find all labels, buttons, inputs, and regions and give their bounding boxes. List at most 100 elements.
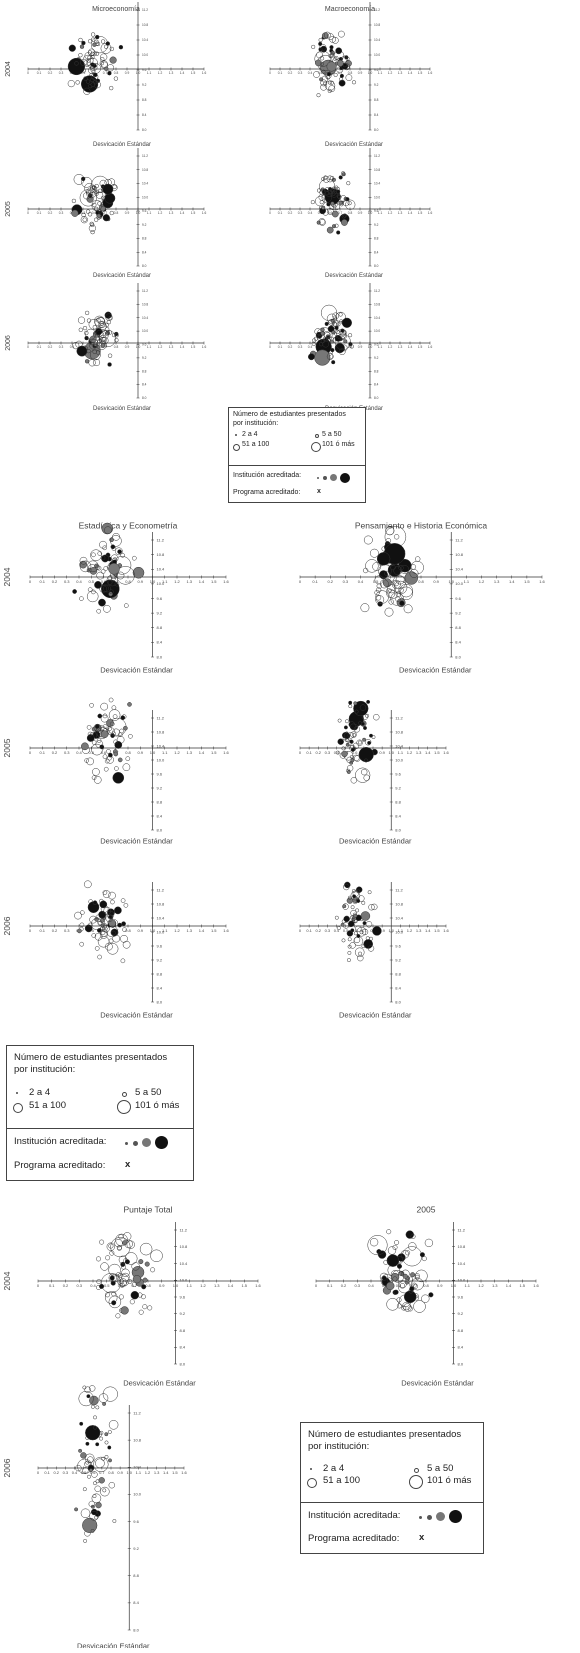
x-tick-label: 1.6 bbox=[223, 579, 229, 584]
data-point bbox=[90, 63, 98, 71]
data-point bbox=[328, 318, 336, 326]
data-point bbox=[89, 702, 94, 708]
panel-title: Puntaje Total bbox=[124, 1205, 173, 1215]
x-tick-label: 1.5 bbox=[418, 71, 423, 75]
y-tick-label: 9.2 bbox=[142, 223, 147, 227]
y-tick-label: 8.8 bbox=[142, 369, 147, 373]
data-point bbox=[93, 1481, 97, 1486]
data-point bbox=[108, 709, 121, 721]
data-point bbox=[121, 1272, 130, 1282]
data-point bbox=[84, 310, 90, 316]
legend-size-3: 51 a 100 bbox=[29, 1100, 66, 1111]
data-point bbox=[100, 569, 106, 574]
year-label: 2004 bbox=[2, 1271, 12, 1290]
data-point bbox=[82, 54, 94, 66]
data-point bbox=[421, 1294, 430, 1303]
x-tick-label: 1.2 bbox=[407, 928, 413, 933]
data-point bbox=[349, 739, 354, 744]
data-point bbox=[107, 362, 112, 367]
data-point bbox=[90, 32, 96, 37]
x-axis-label: Desvicación Estándar bbox=[325, 273, 383, 279]
x-tick-label: 0.4 bbox=[308, 345, 313, 349]
legend-box-2: Número de estudiantes presentados por in… bbox=[6, 1045, 194, 1181]
data-point bbox=[386, 1277, 392, 1283]
data-point bbox=[79, 941, 85, 947]
x-tick-label: 1.2 bbox=[158, 71, 163, 75]
data-point bbox=[90, 918, 103, 930]
data-point bbox=[99, 1436, 104, 1441]
data-point bbox=[93, 343, 98, 349]
data-point bbox=[78, 1448, 83, 1453]
data-point bbox=[368, 904, 375, 911]
data-point bbox=[360, 603, 370, 613]
legend-box-3: Número de estudiantes presentados por in… bbox=[300, 1422, 484, 1554]
data-point bbox=[100, 343, 106, 348]
y-tick-label: 8.4 bbox=[142, 113, 147, 117]
x-tick-label: 0.8 bbox=[145, 1283, 151, 1288]
x-tick-label: 0.1 bbox=[37, 211, 42, 215]
y-tick-label: 10.4 bbox=[374, 316, 380, 320]
x-tick-label: 0.2 bbox=[288, 345, 293, 349]
data-point bbox=[321, 69, 326, 74]
data-point bbox=[110, 1237, 131, 1258]
data-point bbox=[93, 776, 102, 784]
data-point bbox=[365, 921, 373, 928]
data-point bbox=[112, 1519, 117, 1523]
data-point bbox=[79, 910, 85, 915]
x-axis-label: Desvicación Estándar bbox=[123, 1379, 196, 1388]
legend-size-2: 5 a 50 bbox=[135, 1087, 162, 1098]
data-point bbox=[348, 700, 353, 705]
data-point bbox=[332, 312, 339, 320]
y-tick-label: 10.4 bbox=[455, 567, 464, 572]
x-tick-label: 1.1 bbox=[378, 211, 383, 215]
y-tick-label: 9.2 bbox=[157, 610, 163, 615]
data-point bbox=[95, 1442, 100, 1447]
x-tick-label: 0.2 bbox=[48, 71, 53, 75]
marker-size-3-icon bbox=[307, 1478, 317, 1488]
data-point bbox=[330, 201, 335, 206]
x-tick-label: 1.1 bbox=[378, 345, 383, 349]
data-point bbox=[86, 1394, 91, 1399]
legend-accredited-institution: Institución acreditada: bbox=[14, 1136, 107, 1147]
x-tick-label: 1.4 bbox=[199, 579, 205, 584]
data-point bbox=[113, 751, 119, 757]
x-tick-label: 1.5 bbox=[434, 750, 440, 755]
data-point bbox=[127, 1279, 133, 1284]
data-point bbox=[393, 566, 403, 576]
data-point bbox=[386, 588, 392, 594]
y-tick-label: 8.4 bbox=[455, 640, 461, 645]
data-point bbox=[415, 556, 421, 562]
x-tick-label: 0.8 bbox=[348, 71, 353, 75]
y-tick-label: 8.0 bbox=[142, 396, 147, 400]
data-point bbox=[100, 1262, 109, 1271]
y-tick-label: 10.8 bbox=[133, 1437, 142, 1442]
data-point bbox=[94, 932, 103, 941]
x-tick-label: 0.7 bbox=[99, 1470, 105, 1475]
y-tick-label: 10.0 bbox=[142, 329, 148, 333]
data-point bbox=[410, 560, 424, 575]
accredited-marker-4-icon bbox=[449, 1510, 462, 1523]
y-tick-label: 8.4 bbox=[374, 383, 379, 387]
data-point bbox=[126, 1240, 135, 1249]
x-axis-label: Desvicación Estándar bbox=[93, 273, 151, 279]
year-label: 2006 bbox=[2, 916, 12, 935]
x-tick-label: 1.3 bbox=[186, 928, 192, 933]
x-tick-label: 0.3 bbox=[298, 71, 303, 75]
data-point bbox=[386, 1298, 399, 1311]
data-point bbox=[114, 766, 119, 771]
x-tick-label: 1.1 bbox=[147, 345, 152, 349]
data-point bbox=[106, 320, 111, 325]
x-tick-label: 0.4 bbox=[334, 750, 340, 755]
data-point bbox=[95, 34, 100, 40]
data-point bbox=[123, 902, 129, 908]
data-point bbox=[87, 560, 99, 573]
x-axis-label: Desvicación Estándar bbox=[401, 1379, 474, 1388]
data-point bbox=[344, 737, 349, 742]
accredited-marker-2-icon bbox=[323, 476, 327, 480]
y-tick-label: 10.8 bbox=[374, 23, 380, 27]
data-point bbox=[89, 1511, 99, 1521]
data-point bbox=[357, 954, 364, 962]
x-tick-label: 0.4 bbox=[368, 1283, 374, 1288]
data-point bbox=[94, 206, 99, 212]
y-tick-label: 10.0 bbox=[374, 53, 380, 57]
